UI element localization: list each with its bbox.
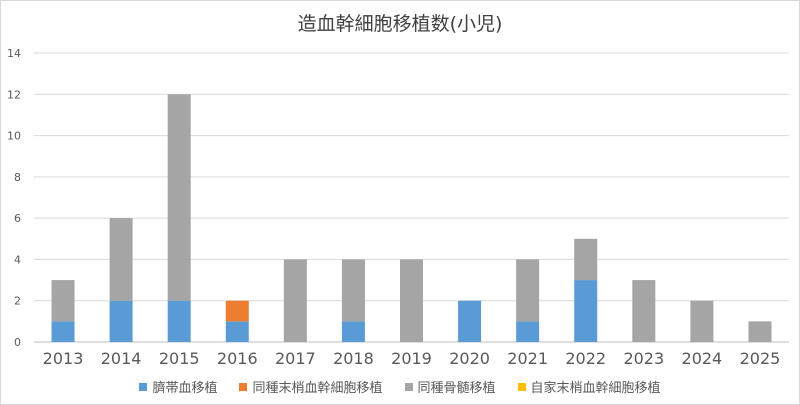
x-tick-label: 2022 (565, 349, 606, 368)
bar-segment (167, 94, 191, 301)
bar-segment (167, 300, 191, 342)
y-tick-label: 0 (14, 336, 21, 349)
x-tick-label: 2023 (623, 349, 664, 368)
legend-label: 同種末梢血幹細胞移植 (252, 381, 383, 396)
x-tick-label: 2021 (507, 349, 548, 368)
y-tick-label: 10 (7, 130, 21, 143)
bar-segment (632, 280, 656, 342)
legend-item: 同種骨髄移植 (404, 377, 496, 396)
bar-segment (283, 259, 307, 342)
bar-segment (109, 218, 133, 301)
bar-segment (574, 238, 598, 281)
y-tick-label: 12 (7, 88, 21, 101)
x-tick-label: 2013 (43, 349, 84, 368)
legend-item: 臍帯血移植 (139, 377, 217, 396)
bar-segment (516, 321, 540, 342)
bar-segment (225, 300, 249, 322)
legend-label: 臍帯血移植 (152, 381, 218, 396)
x-tick-label: 2015 (159, 349, 200, 368)
bar-segment (690, 300, 714, 342)
y-tick-label: 8 (14, 171, 21, 184)
bar-segment (109, 300, 133, 342)
legend-item: 自家末梢血幹細胞移植 (517, 377, 661, 396)
x-tick-label: 2014 (101, 349, 142, 368)
bar-segment (51, 280, 75, 322)
x-tick-label: 2017 (275, 349, 316, 368)
y-tick-label: 14 (7, 47, 21, 60)
bar-segment (574, 280, 598, 342)
legend-swatch (404, 382, 413, 391)
legend-label: 同種骨髄移植 (417, 381, 496, 396)
x-tick-label: 2018 (333, 349, 374, 368)
y-tick-label: 2 (14, 295, 21, 308)
x-tick-label: 2019 (391, 349, 432, 368)
bar-segment (400, 259, 423, 342)
legend-swatch (139, 382, 148, 391)
bar-segment (51, 321, 75, 342)
y-tick-label: 4 (14, 253, 21, 266)
legend-item: 同種末梢血幹細胞移植 (239, 377, 383, 396)
bar-segment (225, 321, 249, 342)
x-tick-label: 2024 (682, 349, 723, 368)
x-tick-label: 2020 (449, 349, 490, 368)
bar-segment (458, 300, 482, 342)
x-tick-label: 2016 (217, 349, 258, 368)
chart-title: 造血幹細胞移植数(小児) (297, 13, 503, 35)
y-tick-label: 6 (14, 212, 21, 225)
bar-segment (341, 321, 365, 342)
bar-segment (516, 259, 540, 322)
legend-swatch (239, 382, 248, 391)
bar-segment (341, 259, 365, 322)
chart-legend: 臍帯血移植 同種末梢血幹細胞移植 同種骨髄移植 自家末梢血幹細胞移植 (1, 377, 799, 396)
legend-label: 自家末梢血幹細胞移植 (530, 381, 661, 396)
bar-segment (748, 321, 772, 342)
x-tick-label: 2025 (740, 349, 781, 368)
legend-swatch (517, 382, 526, 391)
